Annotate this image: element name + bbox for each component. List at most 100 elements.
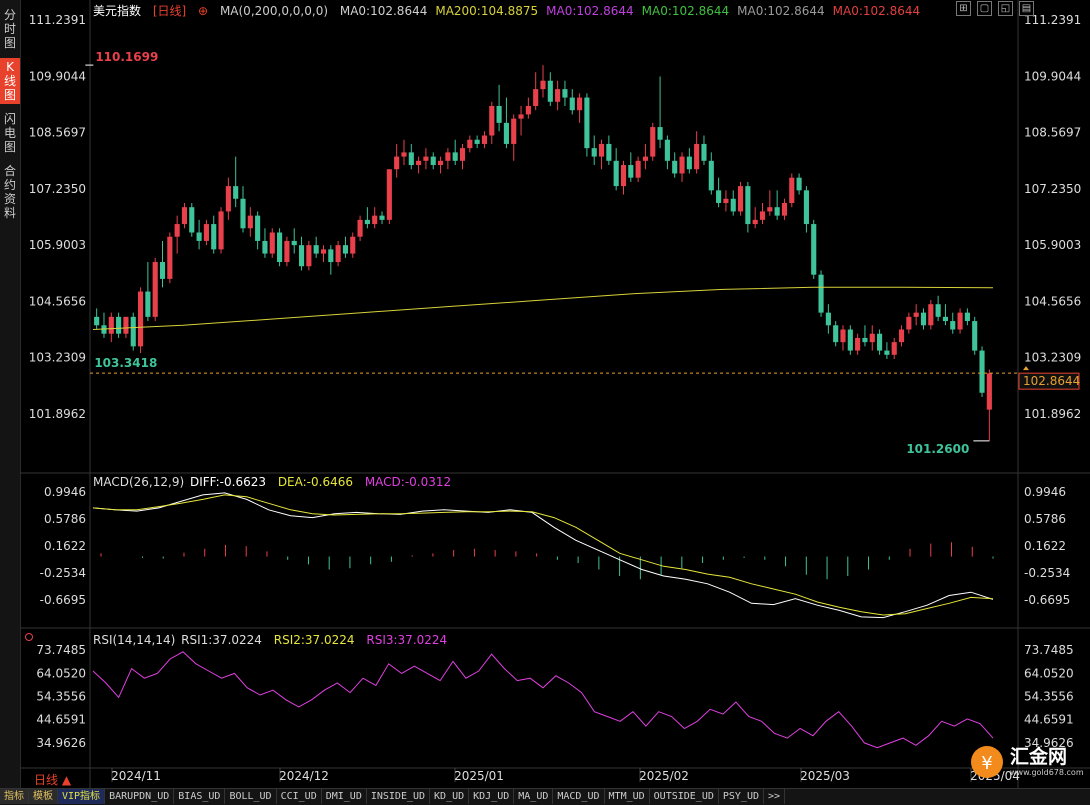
- indicator-tab-9[interactable]: KD_UD: [430, 789, 470, 804]
- candle-body: [247, 215, 253, 229]
- indicator-tab-6[interactable]: CCI_UD: [277, 789, 322, 804]
- candle-body: [928, 304, 934, 326]
- candle-body: [474, 139, 480, 144]
- candle-body: [789, 177, 795, 203]
- candle-body: [657, 127, 663, 140]
- indicator-tab-1[interactable]: 模板: [29, 789, 58, 804]
- indicator-tab-7[interactable]: DMI_UD: [322, 789, 367, 804]
- candle-body: [401, 152, 407, 157]
- candle-body: [335, 245, 341, 263]
- ma-item-3: MA0:102.8644: [641, 4, 730, 18]
- window-button-0[interactable]: ⊞: [956, 1, 971, 16]
- macd-axis-left-label: -0.2534: [40, 566, 86, 580]
- indicator-tab-15[interactable]: PSY_UD: [719, 789, 764, 804]
- period-toggle-button[interactable]: 日线 ▲: [34, 773, 72, 787]
- candle-body: [730, 198, 736, 212]
- ma-item-1: MA200:104.8875: [435, 4, 539, 18]
- logo-url: www.gold678.com: [1010, 768, 1084, 777]
- current-price-box: [1018, 372, 1080, 390]
- candle-body: [833, 325, 839, 343]
- rsi-3: RSI3:37.0224: [366, 633, 448, 647]
- indicator-tab-2[interactable]: VIP指标: [58, 789, 106, 804]
- settings-icon[interactable]: ⊕: [198, 4, 209, 18]
- candle-body: [511, 118, 517, 144]
- macd-axis-left-label: 0.1622: [44, 539, 86, 553]
- candle-body: [957, 312, 963, 330]
- candle-body: [723, 198, 729, 203]
- indicator-tab-14[interactable]: OUTSIDE_UD: [650, 789, 719, 804]
- sidebar-tab-2[interactable]: 闪电图: [3, 112, 16, 154]
- indicator-tab-11[interactable]: MA_UD: [514, 789, 554, 804]
- candle-body: [94, 316, 100, 326]
- rsi-axis-right-label: 34.9626: [1024, 736, 1074, 750]
- candle-body: [840, 329, 846, 343]
- candle-body: [774, 207, 780, 216]
- current-price-label: 102.8644: [1023, 374, 1080, 388]
- indicator-tab-8[interactable]: INSIDE_UD: [367, 789, 431, 804]
- price-axis-left-label: 101.8962: [29, 407, 86, 421]
- candle-body: [708, 160, 714, 191]
- sidebar-tab-0[interactable]: 分时图: [3, 8, 16, 50]
- candle-body: [452, 152, 458, 161]
- candle-body: [811, 224, 817, 275]
- sidebar-tab-3[interactable]: 合约资料: [3, 164, 16, 220]
- indicator-tab-4[interactable]: BIAS_UD: [174, 789, 226, 804]
- macd-dea-line: [92, 494, 994, 616]
- candle-body: [116, 316, 122, 334]
- indicator-tab-3[interactable]: BARUPDN_UD: [105, 789, 175, 804]
- ma-item-4: MA0:102.8644: [737, 4, 825, 18]
- window-button-3[interactable]: ▤: [1019, 1, 1034, 16]
- candle-body: [159, 262, 166, 279]
- price-axis-right-label: 105.9003: [1024, 238, 1081, 252]
- indicator-tab-16[interactable]: >>: [764, 789, 786, 804]
- indicator-tab-13[interactable]: MTM_UD: [605, 789, 650, 804]
- candle-body: [869, 333, 875, 343]
- candle-body: [203, 224, 209, 241]
- price-axis-right-label: 103.2309: [1024, 351, 1081, 365]
- indicator-tab-12[interactable]: MACD_UD: [553, 789, 605, 804]
- rsi-axis-left-label: 34.9626: [36, 736, 86, 750]
- candle-body: [620, 165, 627, 187]
- indicator-tab-5[interactable]: BOLL_UD: [225, 789, 277, 804]
- indicator-tab-10[interactable]: KDJ_UD: [469, 789, 515, 804]
- candle-body: [262, 240, 268, 254]
- candle-body: [108, 316, 114, 334]
- macd-name: MACD(26,12,9): [93, 475, 185, 489]
- candle-body: [950, 321, 956, 330]
- candle-body: [825, 312, 831, 326]
- current-price-arrow-icon: [1023, 366, 1029, 371]
- candle-body: [752, 219, 758, 225]
- candle-body: [935, 304, 941, 317]
- candle-body: [152, 262, 158, 317]
- candle-body: [525, 105, 531, 115]
- candle-body: [423, 156, 429, 161]
- candle-body: [847, 329, 853, 351]
- macd-diff: DIFF:-0.6623: [189, 475, 266, 489]
- candle-body: [972, 321, 978, 351]
- candle-body: [211, 224, 217, 250]
- period-label[interactable]: [日线]: [152, 4, 187, 18]
- rsi-2: RSI2:37.0224: [273, 633, 355, 647]
- candle-body: [430, 156, 436, 166]
- macd-diff-line: [92, 492, 994, 619]
- candle-body: [796, 177, 802, 191]
- price-axis-right-label: 109.9044: [1024, 69, 1081, 83]
- window-button-1[interactable]: ▢: [977, 1, 992, 16]
- ma-params: MA(0,200,0,0,0,0): [219, 4, 329, 18]
- candle-body: [328, 249, 334, 263]
- candle-body: [269, 232, 275, 254]
- price-axis-right-label: 107.2350: [1024, 182, 1081, 196]
- low-annotation-right: 101.2600: [906, 442, 969, 456]
- symbol-title: 美元指数: [93, 4, 142, 18]
- rsi-axis-right-label: 73.7485: [1024, 643, 1074, 657]
- rsi-axis-left-label: 54.3556: [36, 689, 86, 703]
- window-button-2[interactable]: ◱: [998, 1, 1013, 16]
- indicator-tab-0[interactable]: 指标: [0, 789, 29, 804]
- candle-body: [664, 139, 670, 161]
- candle-body: [767, 207, 773, 212]
- ma-item-0: MA0:102.8644: [339, 4, 428, 18]
- candle-body: [855, 337, 861, 351]
- candle-body: [650, 127, 656, 157]
- macd-value: MACD:-0.0312: [364, 475, 452, 489]
